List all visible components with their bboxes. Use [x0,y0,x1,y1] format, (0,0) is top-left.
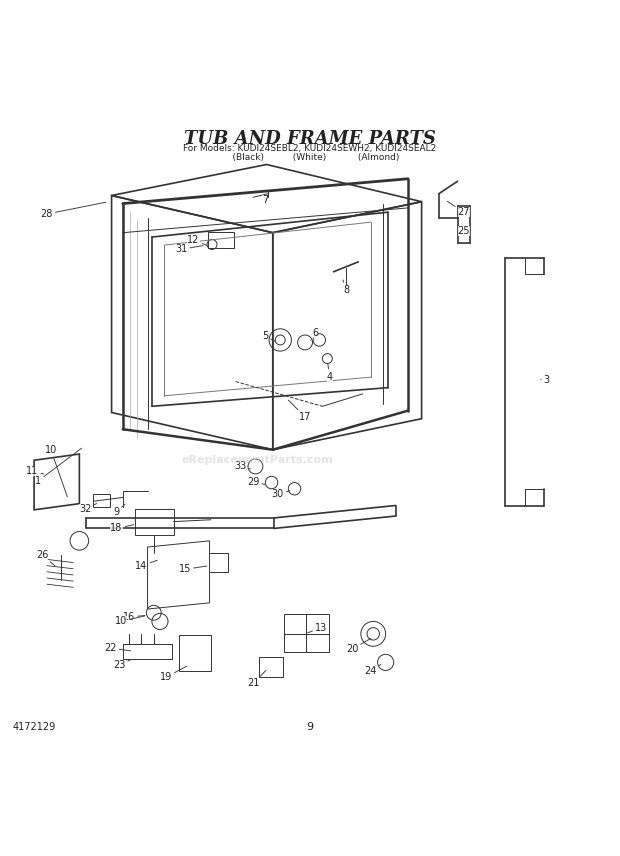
Text: 13: 13 [308,622,327,633]
Bar [93,494,110,508]
Text: 22: 22 [104,643,131,653]
Text: 4172129: 4172129 [12,722,56,732]
Text: 32: 32 [79,503,97,514]
Text: TUB AND FRAME PARTS: TUB AND FRAME PARTS [184,130,436,148]
Text: 27: 27 [448,201,470,217]
Text: eReplacementParts.com: eReplacementParts.com [182,455,333,466]
Text: 23: 23 [113,660,131,670]
Text: 10: 10 [115,615,145,627]
Text: 26: 26 [36,550,55,566]
Bar [284,614,329,652]
Text: 24: 24 [365,664,381,676]
Text: 5: 5 [262,331,275,342]
Text: 31: 31 [175,245,203,254]
Text: 7: 7 [262,195,268,205]
Text: 14: 14 [135,561,157,571]
Bar [259,657,283,677]
Text: 9: 9 [113,504,125,517]
Text: 20: 20 [346,639,371,654]
Bar [179,635,211,671]
Text: 19: 19 [160,666,187,682]
Text: 10: 10 [45,445,68,496]
Text: For Models: KUDI24SEBL2, KUDI24SEWH2, KUDI24SEAL2: For Models: KUDI24SEBL2, KUDI24SEWH2, KU… [184,145,436,153]
Text: 18: 18 [110,523,134,533]
Text: 33: 33 [234,461,250,472]
Text: 29: 29 [247,477,265,487]
Text: 4: 4 [327,364,333,382]
Text: 6: 6 [310,328,318,340]
Text: 9: 9 [306,722,314,732]
Text: 21: 21 [247,670,266,688]
Text: 30: 30 [272,490,290,499]
Text: 28: 28 [40,202,106,219]
Text: (Black)          (White)           (Almond): (Black) (White) (Almond) [221,153,399,162]
Bar [208,232,234,248]
Text: 16: 16 [123,612,145,622]
Text: 25: 25 [458,226,470,236]
Text: 12: 12 [187,235,207,246]
Text: 3: 3 [541,375,550,384]
Text: 15: 15 [179,564,207,574]
Text: 11: 11 [26,467,44,477]
Text: 1: 1 [35,449,81,485]
Text: 8: 8 [343,280,349,294]
Text: 17: 17 [288,401,311,422]
Bar [135,508,174,535]
